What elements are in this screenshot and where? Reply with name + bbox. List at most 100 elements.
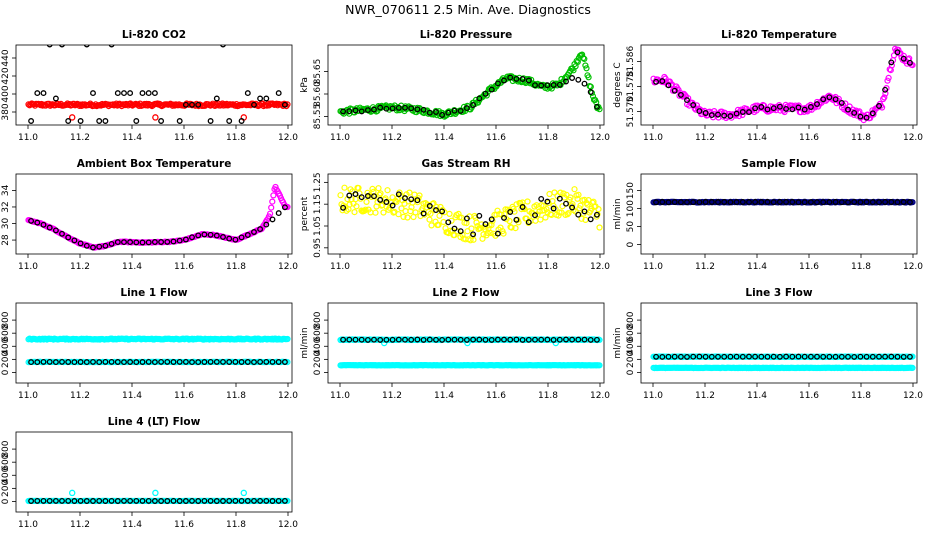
data-point <box>801 106 808 113</box>
y-tick-label: 51.578 <box>626 71 636 103</box>
data-point <box>863 199 870 205</box>
data-point <box>542 214 549 221</box>
y-tick-label: 0 <box>626 369 636 375</box>
data-point <box>337 192 344 199</box>
data-point <box>544 336 551 343</box>
data-point <box>384 187 391 194</box>
data-point <box>275 90 282 97</box>
y-tick-label: 800 <box>313 311 323 328</box>
x-tick-label: 11.4 <box>122 520 142 530</box>
data-point <box>473 219 480 226</box>
data-point <box>739 199 746 205</box>
panel-title: Li-820 Temperature <box>721 29 837 41</box>
data-point <box>501 77 507 84</box>
data-point <box>595 206 602 213</box>
data-point <box>832 353 839 360</box>
data-point <box>176 237 183 244</box>
panel-title: Line 3 Flow <box>745 287 812 299</box>
data-point <box>395 211 402 218</box>
data-point <box>363 198 370 205</box>
data-point <box>121 497 127 504</box>
x-tick-label: 11.6 <box>174 520 194 530</box>
y-tick-label: 420 <box>1 67 11 84</box>
data-point <box>739 109 746 115</box>
data-point <box>569 336 576 343</box>
data-point <box>550 336 557 343</box>
data-point <box>108 240 115 247</box>
data-point <box>133 359 140 366</box>
data-point <box>596 336 603 343</box>
data-point <box>151 90 158 97</box>
x-tick-label: 12.0 <box>590 391 610 401</box>
data-point <box>420 210 427 217</box>
data-point <box>795 199 802 206</box>
data-point <box>145 90 152 97</box>
x-tick-label: 11.0 <box>18 262 38 272</box>
data-point <box>727 199 734 206</box>
data-point <box>468 225 475 232</box>
y-axis-label: percent <box>300 196 310 231</box>
data-point <box>377 104 384 111</box>
data-point <box>377 336 384 343</box>
data-point <box>226 497 233 504</box>
data-point <box>114 90 121 97</box>
data-marks <box>337 336 603 369</box>
data-point <box>696 353 703 360</box>
data-point <box>428 222 435 229</box>
data-point <box>776 353 783 360</box>
y-tick-label: 150 <box>626 182 636 199</box>
data-point <box>352 107 359 114</box>
data-point <box>851 353 858 360</box>
data-point <box>501 336 507 343</box>
data-point <box>395 336 402 343</box>
data-point <box>139 497 146 504</box>
data-point <box>746 109 752 116</box>
data-point <box>653 78 660 85</box>
data-point <box>267 210 274 217</box>
data-point <box>721 112 728 119</box>
data-point <box>789 106 796 113</box>
data-point <box>820 353 827 360</box>
data-point <box>513 216 520 223</box>
x-tick-label: 11.2 <box>382 133 402 143</box>
data-point <box>358 108 365 115</box>
data-point <box>585 74 592 81</box>
data-point <box>653 353 660 360</box>
panel-title: Line 1 Flow <box>120 287 187 299</box>
data-point <box>564 211 571 218</box>
data-point <box>40 497 47 504</box>
data-point <box>882 353 889 360</box>
data-point <box>690 199 697 206</box>
x-tick-label: 11.4 <box>747 133 767 143</box>
data-point <box>435 221 442 228</box>
outlier-point <box>464 339 471 347</box>
data-point <box>451 107 458 114</box>
data-point <box>372 209 379 216</box>
x-tick-label: 12.0 <box>903 391 923 401</box>
outlier-point <box>68 114 76 121</box>
x-tick-label: 11.2 <box>70 520 90 530</box>
data-point <box>361 207 368 214</box>
data-point <box>556 195 563 202</box>
x-tick-label: 11.6 <box>799 133 819 143</box>
data-point <box>340 336 347 343</box>
data-point <box>582 62 589 69</box>
x-tick-label: 11.6 <box>174 133 194 143</box>
data-point <box>281 359 288 365</box>
data-point <box>733 110 740 117</box>
data-point <box>838 199 845 206</box>
data-point <box>65 359 72 365</box>
data-point <box>46 224 53 231</box>
data-point <box>869 199 876 206</box>
y-tick-label: 28 <box>1 234 11 246</box>
panel-1: Li-820 CO2Licor ppm38040042044011.011.21… <box>1 29 298 143</box>
data-point <box>525 336 532 343</box>
panel-title: Sample Flow <box>741 158 816 170</box>
data-point <box>764 106 771 113</box>
data-point <box>414 336 421 343</box>
data-point <box>470 236 477 243</box>
data-point <box>244 232 251 238</box>
y-tick-label: 200 <box>1 480 11 497</box>
data-point <box>538 82 545 89</box>
